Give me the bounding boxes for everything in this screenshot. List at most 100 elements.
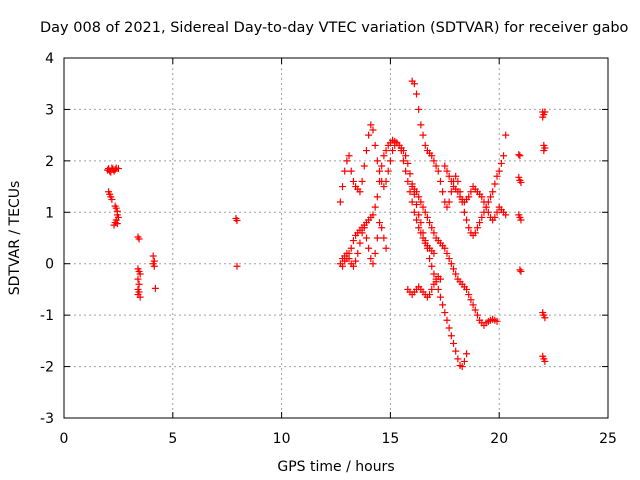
- data-point: [376, 167, 384, 175]
- data-point: [358, 229, 366, 237]
- data-point: [336, 198, 344, 206]
- data-point: [540, 147, 548, 155]
- data-point: [136, 293, 144, 301]
- data-point: [441, 162, 449, 170]
- data-point: [480, 198, 488, 206]
- data-point: [382, 244, 390, 252]
- data-point: [516, 152, 524, 160]
- data-point: [419, 131, 427, 139]
- data-point: [404, 159, 412, 167]
- data-point: [476, 219, 484, 227]
- data-point: [417, 219, 425, 227]
- data-point: [151, 284, 159, 292]
- data-point: [467, 188, 475, 196]
- data-point: [517, 178, 525, 186]
- data-point: [484, 208, 492, 216]
- data-point: [399, 157, 407, 165]
- axis-ticks: 0 5 10 15 20 25 -3 -2 -1 0 1 2 3 4: [40, 51, 617, 447]
- data-point: [454, 177, 462, 185]
- data-point: [380, 152, 388, 160]
- x-tick-label: 15: [381, 431, 399, 447]
- data-point: [352, 257, 360, 265]
- data-point: [463, 216, 471, 224]
- series-right-arc: [441, 162, 510, 224]
- series-early-cluster-1: [104, 164, 122, 203]
- data-point: [478, 193, 486, 201]
- data-point: [113, 220, 121, 228]
- y-tick-label: -1: [40, 308, 54, 324]
- data-point: [356, 188, 364, 196]
- data-point: [465, 193, 473, 201]
- data-point: [497, 159, 505, 167]
- data-point: [434, 285, 442, 293]
- x-tick-label: 5: [168, 431, 177, 447]
- data-point: [233, 262, 241, 270]
- data-point: [443, 249, 451, 257]
- data-point: [489, 188, 497, 196]
- data-point: [465, 291, 473, 299]
- data-point: [371, 141, 379, 149]
- data-point: [541, 314, 549, 322]
- data-point: [447, 188, 455, 196]
- data-point: [365, 244, 373, 252]
- data-point: [452, 172, 460, 180]
- data-point: [417, 229, 425, 237]
- data-point: [380, 183, 388, 191]
- data-point: [423, 213, 431, 221]
- data-point: [502, 131, 510, 139]
- data-point: [395, 141, 403, 149]
- data-point: [436, 275, 444, 283]
- series-early-cluster-3: [134, 233, 159, 301]
- data-point: [447, 177, 455, 185]
- data-point: [378, 224, 386, 232]
- data-point: [443, 167, 451, 175]
- data-point: [460, 208, 468, 216]
- series-mid-arc: [408, 183, 501, 329]
- data-point: [517, 216, 525, 224]
- data-point: [493, 172, 501, 180]
- data-point: [356, 239, 364, 247]
- data-point: [541, 357, 549, 365]
- data-point: [430, 229, 438, 237]
- data-point: [343, 157, 351, 165]
- data-point: [362, 147, 370, 155]
- data-point: [135, 235, 143, 243]
- chart-title: Day 008 of 2021, Sidereal Day-to-day VTE…: [40, 20, 629, 36]
- data-point: [452, 347, 460, 355]
- series-peak-arc: [408, 77, 510, 239]
- data-point: [367, 255, 375, 263]
- data-point: [150, 262, 158, 270]
- data-point: [426, 255, 434, 263]
- data-point: [349, 177, 357, 185]
- data-point: [360, 162, 368, 170]
- data-point: [439, 301, 447, 309]
- data-point: [378, 162, 386, 170]
- data-point: [349, 237, 357, 245]
- data-point: [349, 262, 357, 270]
- data-point: [410, 80, 418, 88]
- data-point: [358, 177, 366, 185]
- series-main-arc-c: [339, 219, 390, 270]
- data-point: [482, 203, 490, 211]
- data-point: [369, 260, 377, 268]
- data-point: [339, 183, 347, 191]
- data-point: [486, 193, 494, 201]
- data-point: [539, 113, 547, 121]
- data-point: [417, 198, 425, 206]
- data-point: [517, 267, 525, 275]
- data-point: [365, 131, 373, 139]
- data-point: [397, 147, 405, 155]
- data-point: [447, 332, 455, 340]
- data-point: [404, 177, 412, 185]
- data-point: [341, 167, 349, 175]
- data-point: [371, 203, 379, 211]
- data-point: [373, 234, 381, 242]
- data-point: [465, 224, 473, 232]
- data-point: [360, 224, 368, 232]
- data-point: [443, 203, 451, 211]
- data-point: [441, 309, 449, 317]
- data-point: [376, 219, 384, 227]
- data-point: [110, 221, 118, 229]
- data-point: [471, 306, 479, 314]
- y-tick-label: 1: [45, 205, 54, 221]
